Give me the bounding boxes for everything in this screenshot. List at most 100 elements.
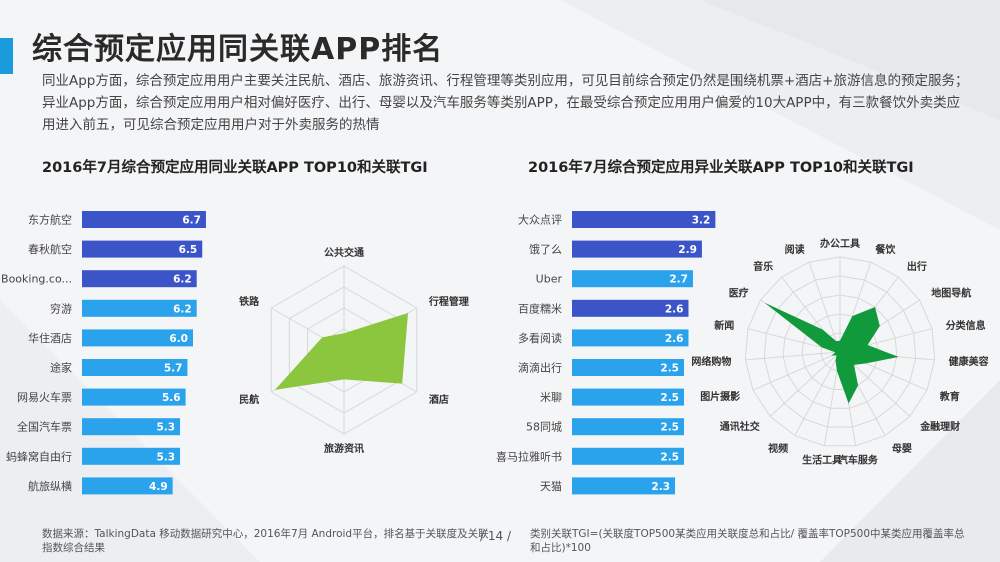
value-label-0-6: 5.6 <box>162 392 181 404</box>
radar-axis-label-3-1: 餐饮 <box>874 243 896 256</box>
radar-area-3 <box>764 302 899 404</box>
chart-title-same-industry: 2016年7月综合预定应用同业关联APP TOP10和关联TGI <box>42 160 428 176</box>
radar-axis-label-3-0: 办公工具 <box>820 237 860 250</box>
bar-0-4 <box>82 329 193 347</box>
radar-spoke-3-13 <box>752 351 841 391</box>
radar-axis-label-3-11: 视频 <box>768 442 788 455</box>
category-label-0-0: 东方航空 <box>28 213 72 227</box>
bar-2-7 <box>572 418 684 436</box>
value-label-0-0: 6.7 <box>182 215 201 227</box>
category-label-2-3: 百度糯米 <box>518 301 562 315</box>
title-accent-bar <box>0 38 13 74</box>
value-label-0-2: 6.2 <box>173 274 192 286</box>
value-label-2-6: 2.5 <box>660 392 679 404</box>
category-label-2-1: 饿了么 <box>529 242 562 256</box>
category-label-2-4: 多看阅读 <box>518 331 562 345</box>
bar-2-3 <box>572 299 689 317</box>
page-number: / 14 / <box>480 529 511 543</box>
category-label-2-7: 58同城 <box>526 421 562 434</box>
radar-axis-label-1-2: 酒店 <box>429 393 449 406</box>
bar-2-9 <box>572 477 676 495</box>
bar-2-6 <box>572 388 684 406</box>
radar-grid-3-3 <box>782 294 898 409</box>
value-label-2-1: 2.9 <box>678 244 697 256</box>
radar-area-1 <box>274 313 408 390</box>
radar-axis-label-3-8: 母婴 <box>892 443 912 455</box>
page-description: 同业App方面，综合预定应用用户主要关注民航、酒店、旅游资讯、行程管理等类别应用… <box>42 73 969 133</box>
bar-0-2 <box>82 270 197 288</box>
category-label-2-2: Uber <box>536 273 563 286</box>
category-label-2-6: 米聊 <box>540 390 562 404</box>
radar-axis-label-3-16: 医疗 <box>729 286 749 299</box>
value-label-2-4: 2.6 <box>665 333 684 345</box>
radar-axis-label-3-15: 新闻 <box>714 319 734 332</box>
radar-grid-3-4 <box>763 275 917 428</box>
category-label-0-8: 蚂蜂窝自由行 <box>6 449 72 463</box>
category-label-0-6: 网易火车票 <box>17 390 72 404</box>
category-label-0-2: Booking.co... <box>1 273 72 286</box>
radar-spoke-3-14 <box>745 351 841 361</box>
category-label-2-9: 天猫 <box>540 480 562 493</box>
radar-axis-label-3-14: 网络购物 <box>691 355 731 368</box>
bar-0-5 <box>82 359 188 376</box>
value-label-0-9: 4.9 <box>149 481 168 493</box>
bar-2-0 <box>572 211 716 228</box>
category-label-0-9: 航旅纵横 <box>28 479 72 493</box>
radar-axis-label-3-6: 教育 <box>939 390 960 403</box>
category-label-2-0: 大众点评 <box>518 213 562 227</box>
radar-axis-label-3-13: 图片摄影 <box>700 390 740 403</box>
radar-axis-label-1-4: 民航 <box>239 393 259 406</box>
value-label-0-5: 5.7 <box>164 363 183 375</box>
radar-axis-label-3-2: 出行 <box>907 260 927 273</box>
category-label-0-7: 全国汽车票 <box>17 420 72 434</box>
radar-axis-label-1-1: 行程管理 <box>428 295 469 308</box>
radar-axis-label-1-3: 旅游资讯 <box>324 442 364 455</box>
radar-spoke-3-11 <box>794 351 841 436</box>
bar-2-5 <box>572 359 684 376</box>
radar-axis-label-1-0: 公共交通 <box>324 246 364 259</box>
radar-axis-label-3-17: 音乐 <box>753 260 773 273</box>
bar-0-0 <box>82 211 206 228</box>
category-label-0-5: 途家 <box>50 361 72 375</box>
bar-0-7 <box>82 418 181 436</box>
bar-2-2 <box>572 270 693 288</box>
category-label-2-5: 滴滴出行 <box>518 361 562 375</box>
category-label-2-8: 喜马拉雅听书 <box>496 449 562 463</box>
radar-axis-label-3-9: 汽车服务 <box>838 454 879 467</box>
value-label-0-1: 6.5 <box>179 244 198 256</box>
radar-axis-label-3-12: 通讯社交 <box>720 420 760 433</box>
page-title: 综合预定应用同关联APP排名 <box>32 32 444 67</box>
value-label-0-4: 6.0 <box>169 333 188 345</box>
radar-axis-label-3-7: 金融理财 <box>919 420 960 433</box>
footer-note: 类别关联TGI=(关联度TOP500某类应用关联度总和占比/ 覆盖率TOP500… <box>530 528 965 554</box>
bar-0-1 <box>82 240 203 258</box>
value-label-2-2: 2.7 <box>669 274 688 286</box>
radar-spoke-3-12 <box>769 351 841 417</box>
bar-0-6 <box>82 388 186 406</box>
value-label-0-7: 5.3 <box>156 422 175 434</box>
radar-axis-label-3-10: 生活工具 <box>802 454 842 467</box>
bar-0-3 <box>82 299 197 317</box>
bar-2-8 <box>572 447 684 465</box>
radar-axis-label-3-3: 地图导航 <box>931 286 971 299</box>
value-label-0-8: 5.3 <box>156 451 175 463</box>
bar-2-1 <box>572 240 702 258</box>
value-label-2-3: 2.6 <box>665 303 684 315</box>
radar-grid-3-5 <box>744 256 936 447</box>
bar-0-8 <box>82 447 181 465</box>
category-label-0-1: 春秋航空 <box>28 242 72 256</box>
radar-axis-label-3-5: 健康美容 <box>949 355 989 368</box>
radar-axis-label-1-5: 铁路 <box>239 295 260 308</box>
value-label-2-8: 2.5 <box>660 451 679 463</box>
value-label-0-3: 6.2 <box>173 303 192 315</box>
category-label-0-3: 穷游 <box>50 301 72 315</box>
value-label-2-0: 3.2 <box>692 215 711 227</box>
bar-2-4 <box>572 329 689 347</box>
footer-source: 数据来源：TalkingData 移动数据研究中心，2016年7月 Androi… <box>42 528 489 554</box>
category-label-0-4: 华住酒店 <box>28 331 72 345</box>
value-label-2-7: 2.5 <box>660 422 679 434</box>
value-label-2-5: 2.5 <box>660 363 679 375</box>
radar-spoke-3-18 <box>808 261 841 353</box>
